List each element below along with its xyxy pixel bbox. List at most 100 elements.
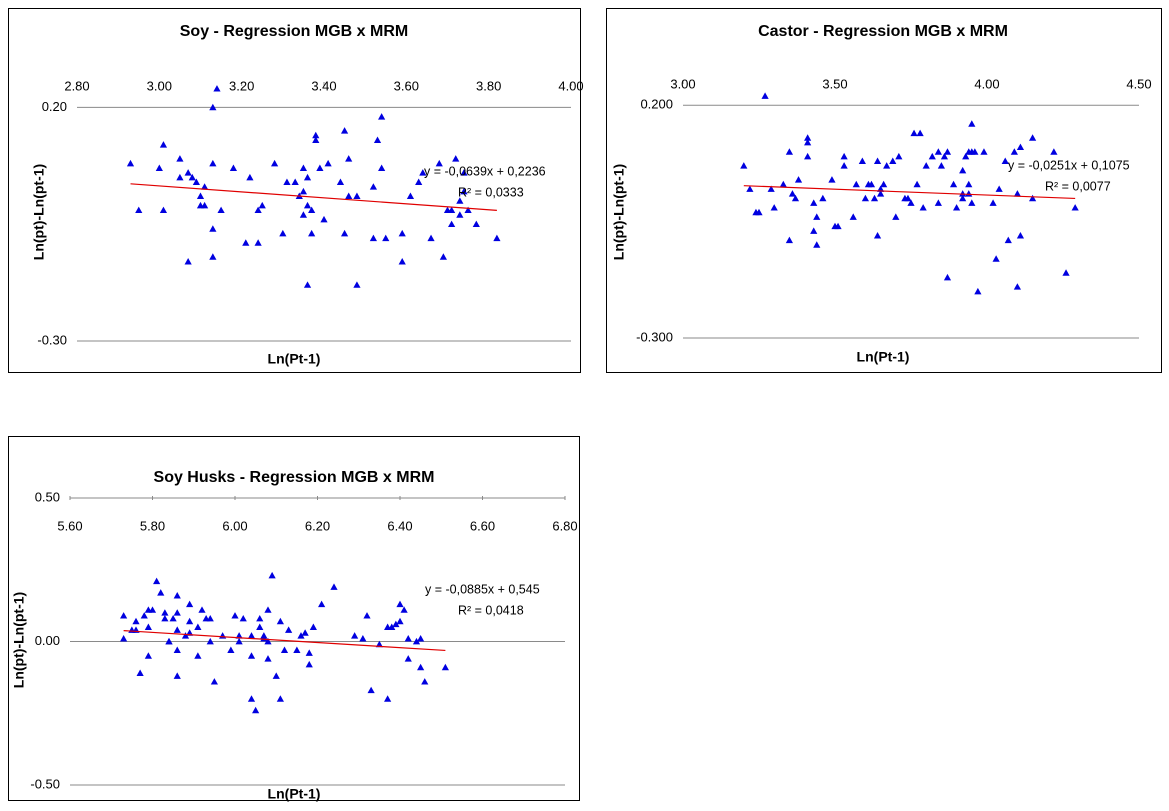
data-point <box>392 620 400 628</box>
x-tick-label: 6.00 <box>222 518 247 533</box>
data-point <box>186 617 194 625</box>
chart-title: Soy Husks - Regression MGB x MRM <box>154 469 435 486</box>
data-point <box>980 148 988 155</box>
data-point <box>1001 157 1009 165</box>
data-point <box>369 234 377 242</box>
data-point <box>880 180 888 188</box>
data-point <box>834 222 842 230</box>
data-point <box>934 148 942 155</box>
data-point <box>235 632 243 639</box>
data-point <box>840 152 848 160</box>
data-point <box>460 187 468 195</box>
data-point <box>196 192 205 200</box>
data-point <box>943 148 952 155</box>
data-point <box>363 612 371 619</box>
data-point <box>159 141 168 148</box>
x-tick-label: 3.60 <box>394 78 419 93</box>
data-point <box>305 649 313 656</box>
trendline-equation: y = -0,0251x + 0,1075 <box>1008 158 1130 172</box>
data-point <box>804 152 812 160</box>
data-point <box>1062 269 1070 276</box>
x-tick-label: 5.60 <box>57 518 82 533</box>
data-point <box>959 194 967 202</box>
data-point <box>406 192 415 200</box>
data-point <box>439 253 447 260</box>
data-point <box>959 166 967 174</box>
x-tick-label: 3.00 <box>670 76 695 91</box>
data-point <box>308 206 316 214</box>
data-point <box>217 206 225 214</box>
data-point <box>153 577 161 585</box>
data-point <box>828 176 836 183</box>
data-point <box>209 159 217 167</box>
data-point <box>873 232 882 239</box>
data-point <box>400 606 408 613</box>
data-point <box>1071 204 1079 211</box>
data-point <box>895 152 903 160</box>
x-tick-label: 4.00 <box>558 78 583 93</box>
data-point <box>971 148 979 155</box>
data-point <box>340 127 349 134</box>
y-tick-label: 0.50 <box>35 489 60 504</box>
data-point <box>804 138 812 146</box>
data-point <box>136 669 144 676</box>
x-tick-label: 6.80 <box>552 518 577 533</box>
data-point <box>279 229 287 237</box>
data-point <box>398 257 406 265</box>
data-point <box>209 225 217 232</box>
data-point <box>448 220 456 228</box>
data-point <box>132 617 140 625</box>
data-point <box>870 194 879 202</box>
data-point <box>285 626 293 633</box>
data-point <box>369 183 377 190</box>
y-axis-title: Ln(pt)-Ln(pt-1) <box>611 164 627 260</box>
data-point <box>312 131 320 139</box>
x-tick-label: 6.60 <box>470 518 495 533</box>
data-point <box>384 695 392 702</box>
data-point <box>934 199 942 206</box>
data-point <box>472 220 480 228</box>
data-point <box>188 173 196 181</box>
data-point <box>345 155 353 162</box>
data-point <box>949 180 958 188</box>
data-point <box>246 173 254 181</box>
data-point <box>746 185 754 192</box>
data-point <box>231 612 239 619</box>
data-point <box>788 190 797 197</box>
data-point <box>1013 190 1021 197</box>
data-point <box>254 239 262 246</box>
data-point <box>419 169 427 176</box>
data-point <box>169 614 177 622</box>
chart-panel: Castor - Regression MGB x MRM Ln(Pt-1) Ln(… <box>606 8 1162 373</box>
data-point <box>345 192 353 200</box>
data-point <box>247 632 256 639</box>
data-point <box>320 215 328 223</box>
data-point <box>794 176 803 183</box>
data-point <box>155 164 163 171</box>
data-point <box>264 655 272 662</box>
data-point <box>493 234 501 242</box>
data-point <box>1050 148 1058 155</box>
chart-frame <box>8 436 580 801</box>
data-point <box>813 213 821 220</box>
data-point <box>173 646 181 653</box>
data-point <box>904 194 912 202</box>
data-point <box>943 273 952 281</box>
data-point <box>883 162 891 169</box>
chart-frame <box>8 8 581 373</box>
y-tick-label: 0.200 <box>640 97 673 112</box>
x-tick-label: 4.00 <box>974 76 999 91</box>
data-point <box>464 206 472 214</box>
data-point <box>791 194 800 202</box>
data-point <box>959 190 967 197</box>
data-point <box>247 652 256 659</box>
y-tick-label: -0.50 <box>30 776 60 791</box>
data-point <box>755 208 763 216</box>
data-point <box>198 606 206 613</box>
data-point <box>456 211 464 218</box>
data-point <box>303 173 312 181</box>
data-point <box>148 606 157 613</box>
data-point <box>840 162 848 169</box>
